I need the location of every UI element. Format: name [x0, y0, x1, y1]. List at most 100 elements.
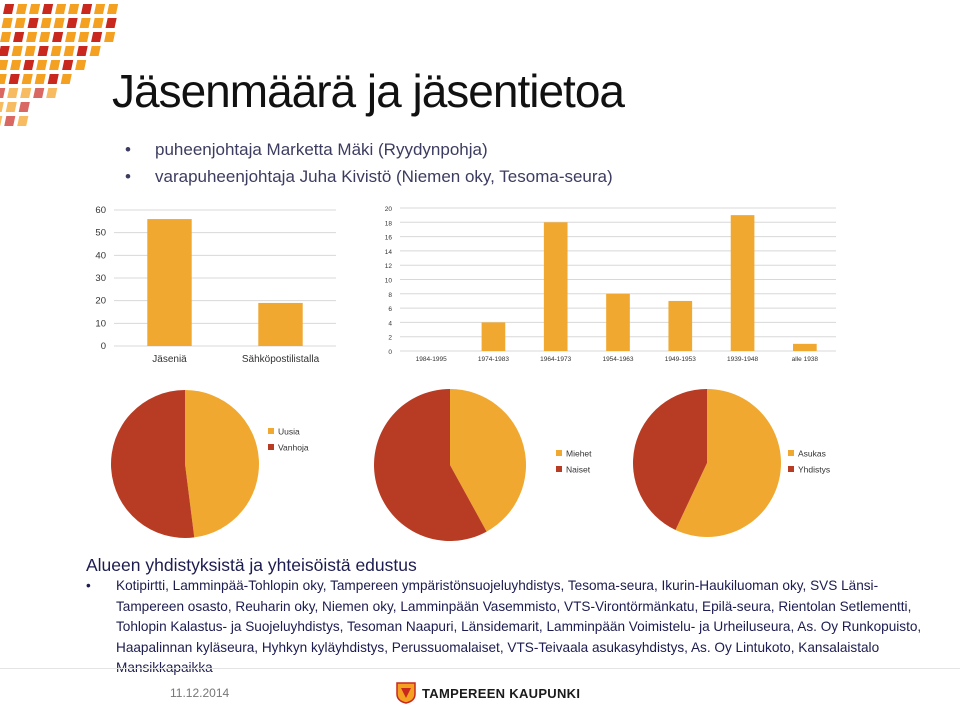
logo-pattern-cell — [105, 18, 117, 28]
logo-pattern-cell — [104, 32, 116, 42]
y-tick-label: 20 — [95, 296, 106, 307]
legend-swatch — [556, 466, 562, 472]
bar — [481, 322, 506, 351]
bullet-list: puheenjohtaja Marketta Mäki (Ryydynpohja… — [125, 136, 613, 190]
logo-pattern-cell — [36, 60, 48, 70]
logo-pattern-cell — [14, 18, 26, 28]
logo-pattern-cell — [29, 4, 41, 14]
logo-pattern-cell — [23, 60, 35, 70]
y-tick-label: 14 — [385, 249, 393, 256]
x-tick-label: 1949-1953 — [665, 356, 696, 363]
logo-pattern-cell — [10, 60, 22, 70]
logo-pattern-cell — [3, 4, 15, 14]
logo-pattern-cell — [47, 74, 59, 84]
logo-pattern-cell — [40, 18, 52, 28]
logo-pattern-cell — [89, 46, 101, 56]
logo-pattern-cell — [0, 102, 4, 112]
pie-slice — [185, 390, 260, 538]
x-tick-label: Jäseniä — [152, 354, 187, 365]
y-tick-label: 12 — [385, 263, 393, 270]
logo-pattern-cell — [17, 116, 29, 126]
logo-pattern-cell — [49, 60, 61, 70]
logo-pattern-cell — [107, 4, 119, 14]
y-tick-label: 20 — [385, 206, 393, 213]
legend-label: Uusia — [278, 427, 300, 437]
logo-pattern-cell — [55, 4, 67, 14]
logo-pattern-cell — [66, 18, 78, 28]
logo-pattern-cell — [94, 4, 106, 14]
legend-swatch — [268, 444, 274, 450]
logo-pattern-cell — [50, 46, 62, 56]
logo-pattern-cell — [8, 74, 20, 84]
logo-pattern-cell — [60, 74, 72, 84]
y-tick-label: 18 — [385, 220, 393, 227]
bullet-item-vice-chair: varapuheenjohtaja Juha Kivistö (Niemen o… — [125, 163, 613, 190]
y-tick-label: 2 — [388, 335, 392, 342]
x-tick-label: 1964-1973 — [540, 356, 571, 363]
logo-pattern-cell — [76, 46, 88, 56]
y-tick-label: 10 — [385, 278, 393, 285]
x-tick-label: 1954-1963 — [602, 356, 633, 363]
logo-pattern-cell — [13, 32, 25, 42]
logo-pattern-cell — [0, 74, 7, 84]
logo-pattern-cell — [52, 32, 64, 42]
logo-pattern-cell — [53, 18, 65, 28]
y-tick-label: 50 — [95, 228, 106, 239]
bar — [793, 343, 817, 351]
logo-pattern-cell — [24, 46, 36, 56]
legend-label: Naiset — [566, 465, 591, 475]
x-tick-label: 1974-1983 — [478, 356, 509, 363]
gender-pie-chart: Miehet Naiset — [374, 389, 592, 541]
logo-pattern-cell — [0, 116, 3, 126]
logo-pattern-cell — [63, 46, 75, 56]
bar — [258, 302, 303, 346]
pie-slice — [675, 389, 781, 537]
logo-pattern-cell — [78, 32, 90, 42]
logo-pattern-cell — [81, 4, 93, 14]
legend-swatch — [788, 450, 794, 456]
bar — [668, 300, 693, 351]
new-old-pie-chart: Uusia Vanhoja — [111, 390, 309, 538]
logo-pattern-cell — [75, 60, 87, 70]
logo-pattern-cell — [21, 74, 33, 84]
y-tick-label: 10 — [95, 318, 106, 329]
y-tick-label: 0 — [101, 341, 106, 352]
logo-pattern-cell — [65, 32, 77, 42]
section-bullet: • — [86, 578, 91, 593]
logo-pattern-cell — [1, 18, 13, 28]
y-tick-label: 40 — [95, 250, 106, 261]
pie-slice — [374, 389, 487, 541]
logo-pattern-cell — [20, 88, 32, 98]
logo-pattern-cell — [92, 18, 104, 28]
y-tick-label: 60 — [95, 205, 106, 216]
organizations-list: Kotipirtti, Lamminpää-Tohlopin oky, Tamp… — [116, 578, 922, 675]
logo-pattern-cell — [42, 4, 54, 14]
logo-pattern-cell — [16, 4, 28, 14]
footer-divider — [0, 668, 960, 669]
y-tick-label: 16 — [385, 235, 393, 242]
logo-pattern-cell — [34, 74, 46, 84]
bar — [730, 215, 755, 351]
footer-brand-text: TAMPEREEN KAUPUNKI — [422, 685, 581, 701]
legend-label: Yhdistys — [798, 465, 830, 475]
logo-pattern-cell — [11, 46, 23, 56]
logo-pattern-cell — [0, 88, 6, 98]
x-tick-label: alle 1938 — [792, 356, 819, 363]
pie-slice — [633, 389, 707, 530]
legend-swatch — [788, 466, 794, 472]
pie-slice — [450, 389, 526, 532]
bar — [543, 222, 568, 351]
bullet-item-chair: puheenjohtaja Marketta Mäki (Ryydynpohja… — [125, 136, 613, 163]
logo-pattern-cell — [79, 18, 91, 28]
logo-pattern-cell — [27, 18, 39, 28]
legend-label: Vanhoja — [278, 443, 309, 453]
logo-pattern-cell — [0, 60, 9, 70]
logo-pattern-cell — [62, 60, 74, 70]
member-type-pie-chart: Asukas Yhdistys — [633, 389, 830, 537]
pie-slice — [111, 390, 195, 538]
page-title: Jäsenmäärä ja jäsentietoa — [112, 65, 625, 117]
y-tick-label: 0 — [388, 349, 392, 356]
y-tick-label: 30 — [95, 273, 106, 284]
logo-pattern-cell — [91, 32, 103, 42]
legend-swatch — [556, 450, 562, 456]
